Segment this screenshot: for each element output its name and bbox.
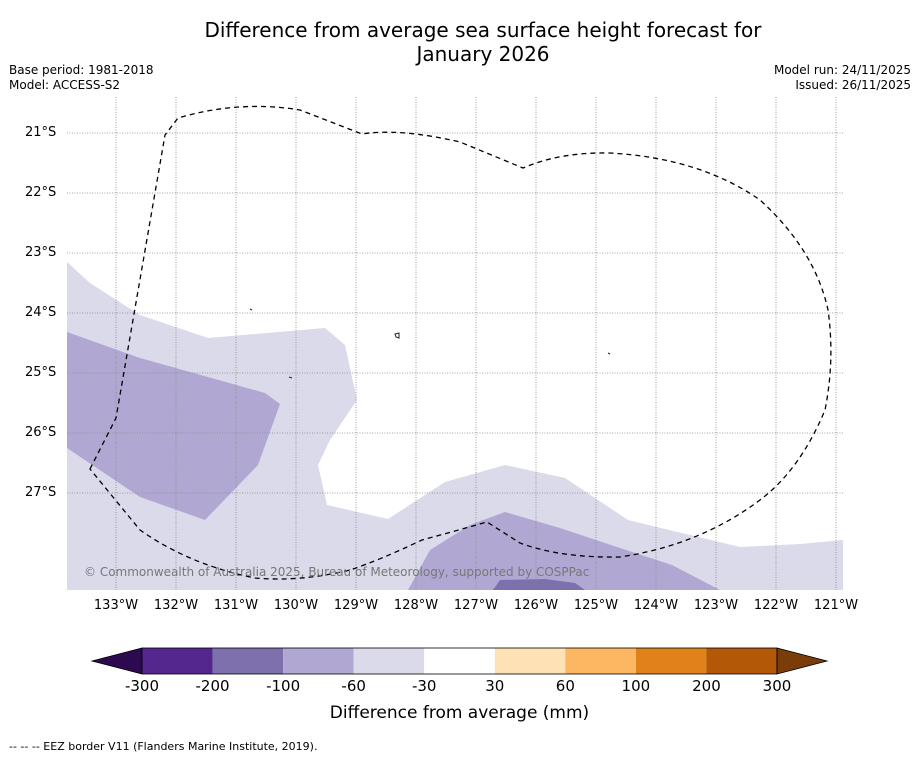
- gridlines: [67, 97, 843, 590]
- colorbar-tick-label: 300: [762, 677, 792, 695]
- colorbar-tick-label: -30: [411, 677, 437, 695]
- lat-label: 24°S: [25, 305, 57, 320]
- colorbar-outline: [141, 647, 778, 675]
- anomaly-fills: [67, 262, 843, 590]
- colorbar-tick-label: 60: [555, 677, 575, 695]
- colorbar-cell: [565, 648, 636, 674]
- colorbar-cell: [353, 648, 425, 674]
- colorbar-cell: [494, 648, 566, 674]
- colorbar-cell: [212, 648, 284, 674]
- colorbar-tick-label: -100: [266, 677, 301, 695]
- anomaly-band-minus60-to-minus100-south: [408, 512, 720, 590]
- title-line-2: January 2026: [416, 42, 550, 66]
- colorbar-tick-label: 30: [485, 677, 505, 695]
- title-line-1: Difference from average sea surface heig…: [204, 18, 762, 42]
- colorbar-extend-low: [90, 647, 143, 675]
- colorbar-cell: [424, 648, 495, 674]
- map-panel: [67, 97, 843, 590]
- colorbar-cell: [706, 648, 777, 674]
- lat-label: 26°S: [25, 425, 57, 440]
- island: [607, 352, 611, 355]
- lon-label: 129°W: [333, 598, 379, 613]
- lon-label: 132°W: [153, 598, 199, 613]
- colorbar-tick-label: 100: [621, 677, 651, 695]
- anomaly-band-minus100-to-minus200: [493, 579, 585, 590]
- map-title: Difference from average sea surface heig…: [0, 18, 919, 66]
- eez-border: [89, 105, 832, 580]
- colorbar-tick-label: 200: [692, 677, 721, 695]
- colorbar-cells: [90, 647, 829, 675]
- base-period-info: Base period: 1981-2018 Model: ACCESS-S2: [9, 63, 154, 93]
- islands: [249, 308, 611, 379]
- colorbar-tick-label: -300: [124, 677, 160, 695]
- lon-label: 124°W: [633, 598, 679, 613]
- anomaly-band-minus60-to-minus100-west: [67, 332, 280, 520]
- lat-label: 27°S: [25, 485, 57, 500]
- lon-label: 128°W: [393, 598, 439, 613]
- colorbar: [90, 647, 829, 675]
- colorbar-cell: [283, 648, 354, 674]
- lon-label: 130°W: [273, 598, 319, 613]
- copyright-notice: © Commonwealth of Australia 2025, Bureau…: [84, 565, 590, 579]
- anomaly-band-minus30-to-minus60: [67, 262, 843, 590]
- lon-label: 123°W: [693, 598, 739, 613]
- colorbar-extend-high: [776, 647, 829, 675]
- lon-label: 125°W: [573, 598, 619, 613]
- colorbar-cell: [142, 648, 213, 674]
- lat-label: 23°S: [25, 245, 57, 260]
- lon-label: 133°W: [93, 598, 139, 613]
- base-period: Base period: 1981-2018: [9, 63, 154, 77]
- issued-date: Issued: 26/11/2025: [795, 78, 911, 92]
- lat-label: 25°S: [25, 365, 57, 380]
- colorbar-cell: [635, 648, 707, 674]
- colorbar-label: Difference from average (mm): [329, 703, 590, 723]
- island: [288, 376, 293, 379]
- colorbar-tick-label: -60: [341, 677, 366, 695]
- model-run: Model run: 24/11/2025: [773, 63, 911, 77]
- lon-label: 131°W: [213, 598, 259, 613]
- model-name: Model: ACCESS-S2: [9, 78, 121, 92]
- colorbar-tick-label: -200: [195, 677, 230, 695]
- lon-label: 126°W: [513, 598, 559, 613]
- island: [249, 308, 253, 311]
- lon-label: 122°W: [753, 598, 799, 613]
- model-run-info: Model run: 24/11/2025 Issued: 26/11/2025: [774, 63, 911, 93]
- eez-footnote: -- -- -- EEZ border V11 (Flanders Marine…: [9, 740, 318, 753]
- island: [394, 332, 400, 339]
- lat-label: 21°S: [25, 125, 57, 140]
- lat-label: 22°S: [25, 185, 57, 200]
- lon-label: 121°W: [813, 598, 859, 613]
- lon-label: 127°W: [453, 598, 499, 613]
